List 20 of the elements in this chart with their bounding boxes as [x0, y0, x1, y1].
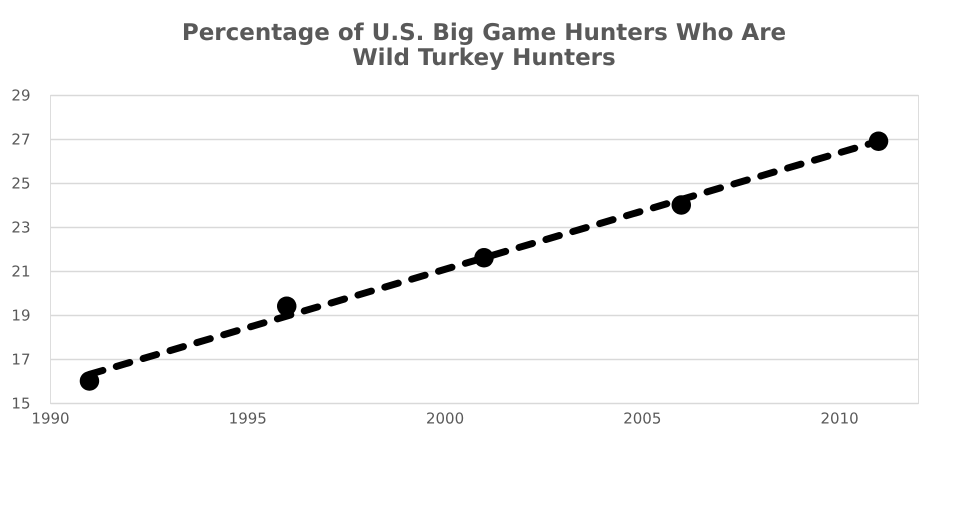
- point: [868, 131, 888, 151]
- x-tick-label: 2010: [820, 410, 859, 428]
- x-tick-label: 1995: [228, 410, 267, 428]
- x-tick-label: 2005: [623, 410, 662, 428]
- point: [276, 296, 296, 316]
- y-tick-label: 19: [11, 306, 30, 324]
- text: Wild Turkey Hunters: [352, 45, 616, 71]
- y-tick-label: 27: [11, 130, 30, 148]
- y-tick-label: 23: [11, 218, 30, 236]
- x-tick-label: 1990: [31, 410, 70, 428]
- y-tick-label: 15: [11, 394, 30, 412]
- y-tick-label: 25: [11, 174, 30, 192]
- point: [672, 195, 692, 215]
- y-tick-label: 21: [11, 262, 30, 280]
- y-tick-label: 29: [11, 86, 30, 104]
- y-tick-label: 17: [11, 350, 30, 368]
- x-tick-label: 2000: [426, 410, 464, 428]
- text: Percentage of U.S. Big Game Hunters Who Are: [182, 20, 786, 46]
- point: [80, 371, 100, 391]
- point: [474, 248, 494, 268]
